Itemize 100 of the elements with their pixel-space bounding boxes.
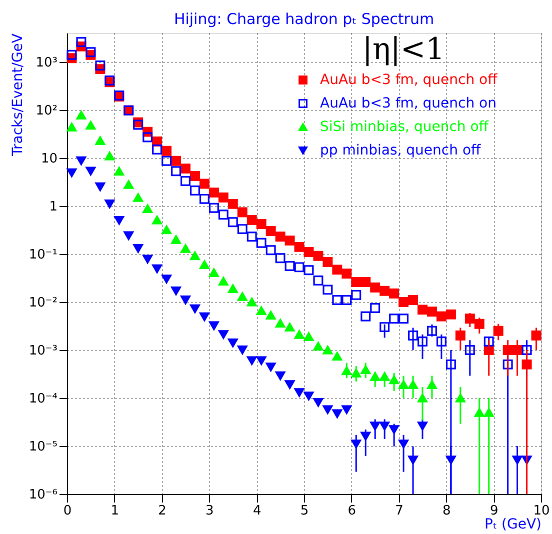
point <box>275 232 286 242</box>
point <box>380 286 390 296</box>
point <box>208 202 219 213</box>
point <box>246 232 257 242</box>
point <box>162 156 172 166</box>
point <box>133 193 144 202</box>
point <box>152 216 162 224</box>
x-tick-label: 1 <box>110 504 120 518</box>
point <box>398 296 409 307</box>
point <box>294 242 304 252</box>
point <box>389 288 400 298</box>
point <box>322 257 333 267</box>
point <box>228 217 238 228</box>
point <box>370 302 380 313</box>
point <box>266 362 276 372</box>
point <box>86 166 96 176</box>
point <box>152 264 162 274</box>
point <box>237 292 248 301</box>
point <box>218 330 228 339</box>
point <box>426 306 437 317</box>
point <box>256 219 266 230</box>
point <box>284 380 295 390</box>
point <box>171 156 182 166</box>
point <box>76 110 86 120</box>
y-tick-label: 1 <box>49 199 58 214</box>
point <box>446 359 456 370</box>
point <box>133 244 144 253</box>
point <box>389 314 400 324</box>
point <box>237 207 248 218</box>
x-tick-label: 3 <box>206 504 214 518</box>
point <box>284 236 295 246</box>
point <box>426 326 437 336</box>
point <box>237 346 248 354</box>
point <box>95 60 106 71</box>
point <box>418 336 428 346</box>
point <box>190 185 200 196</box>
point <box>199 194 210 204</box>
point <box>133 120 144 130</box>
point <box>218 276 228 286</box>
annotation: |η|<1 <box>362 32 445 67</box>
point <box>484 336 494 346</box>
point <box>332 264 342 275</box>
point <box>332 294 342 305</box>
point <box>522 344 532 355</box>
point <box>199 312 210 322</box>
point <box>76 37 86 47</box>
point <box>408 294 418 305</box>
point <box>502 359 513 370</box>
point <box>66 50 77 60</box>
x-axis-title: Pₜ (GeV) <box>484 516 542 532</box>
legend-label: SiSi minbias, quench off <box>320 119 489 135</box>
point <box>142 204 153 214</box>
point <box>228 198 238 209</box>
point <box>436 311 446 322</box>
point <box>266 245 276 256</box>
point <box>275 318 286 328</box>
point <box>256 356 266 366</box>
point <box>284 261 295 272</box>
point <box>218 210 228 220</box>
point <box>199 260 210 270</box>
point <box>142 254 153 264</box>
y-tick-label: 10² <box>36 103 58 118</box>
point <box>190 171 200 181</box>
y-tick-label: 10⁻⁵ <box>28 439 58 454</box>
point <box>275 371 286 380</box>
x-tick-label: 5 <box>300 504 309 518</box>
point <box>322 284 333 295</box>
point <box>171 235 182 244</box>
point <box>190 251 200 260</box>
point <box>275 253 286 264</box>
point <box>124 231 134 240</box>
point <box>86 120 96 130</box>
point <box>228 284 238 293</box>
point <box>76 156 86 166</box>
point <box>95 182 106 192</box>
y-tick-label: 10³ <box>36 55 58 70</box>
point <box>398 314 409 324</box>
point <box>313 398 324 407</box>
point <box>342 405 352 414</box>
point <box>208 268 219 277</box>
x-tick-label: 7 <box>395 504 404 518</box>
point <box>304 392 314 400</box>
point <box>332 409 342 418</box>
point <box>114 216 124 225</box>
point <box>246 356 257 366</box>
point <box>171 286 182 296</box>
point <box>313 250 324 261</box>
point <box>360 277 371 288</box>
point <box>380 322 390 332</box>
point <box>180 244 190 253</box>
point <box>322 346 333 354</box>
point <box>294 262 304 272</box>
point <box>313 276 324 286</box>
legend-label: AuAu b<3 fm, quench on <box>320 96 496 112</box>
point <box>208 188 219 198</box>
point <box>464 344 475 355</box>
point <box>256 238 266 248</box>
point <box>284 322 295 332</box>
point <box>418 304 428 315</box>
x-tick-label: 6 <box>348 504 356 518</box>
